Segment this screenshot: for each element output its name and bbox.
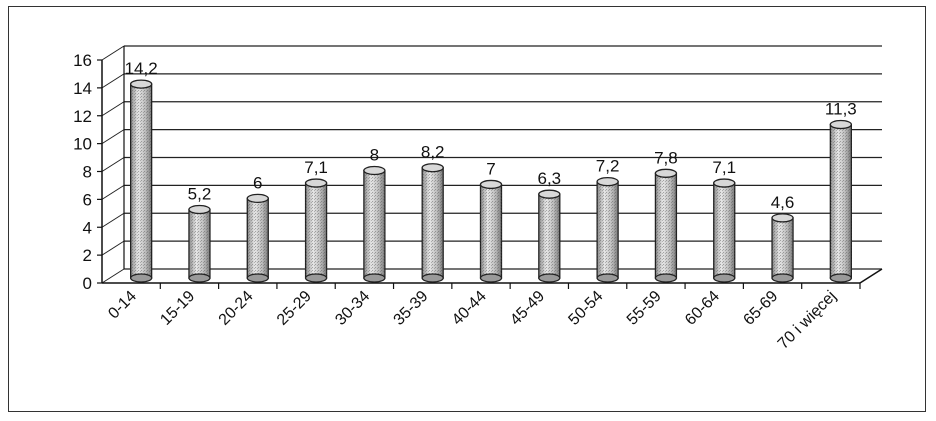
category-label: 35-39 — [391, 288, 432, 329]
data-label: 14,2 — [125, 59, 158, 78]
bar — [771, 213, 794, 283]
data-label: 5,2 — [188, 185, 212, 204]
bar — [654, 168, 678, 283]
bar — [421, 163, 444, 283]
bar — [246, 193, 269, 283]
data-label: 4,6 — [771, 193, 795, 212]
category-label: 20-24 — [216, 288, 257, 329]
gridline-diagonal — [101, 73, 125, 89]
category-label: 70 i więcej — [775, 288, 840, 353]
gridline-diagonal — [101, 45, 125, 61]
bar — [829, 119, 852, 283]
gridline-diagonal — [101, 101, 125, 117]
category-label: 55-59 — [624, 288, 665, 329]
bar — [304, 178, 328, 283]
data-label: 8,2 — [421, 143, 445, 162]
gridline-diagonal — [101, 268, 125, 284]
bar — [713, 178, 736, 283]
gridline-diagonal — [101, 212, 125, 228]
category-label: 0-14 — [105, 288, 140, 323]
category-label: 65-69 — [740, 288, 781, 329]
bar — [188, 204, 211, 283]
category-label: 40-44 — [449, 288, 490, 329]
gridline-diagonal — [101, 240, 125, 256]
y-tick-label: 2 — [83, 246, 92, 265]
y-tick-label: 8 — [83, 163, 92, 182]
data-label: 7,8 — [654, 148, 678, 167]
y-tick-label: 10 — [73, 135, 92, 154]
data-label: 7,2 — [596, 157, 620, 176]
axes — [97, 46, 883, 289]
category-label: 25-29 — [274, 288, 315, 329]
data-label: 7,1 — [712, 158, 736, 177]
bar — [479, 179, 503, 283]
data-label: 11,3 — [825, 100, 857, 119]
gridline-diagonal — [101, 129, 125, 145]
labels: 0 2 4 6 8 10 12 14 16 14,2 0-14 5,2 15-19 6 20-24 7,1 25… — [73, 51, 857, 353]
category-label: 30-34 — [332, 288, 373, 329]
category-label: 60-64 — [682, 288, 723, 329]
gridline-diagonal — [101, 184, 125, 200]
data-label: 8 — [370, 146, 379, 165]
bar — [363, 165, 386, 283]
y-tick-label: 6 — [83, 190, 92, 209]
category-label: 15-19 — [157, 288, 198, 329]
bars — [130, 79, 852, 283]
category-label: 50-54 — [565, 288, 606, 329]
y-tick-label: 4 — [83, 218, 92, 237]
category-label: 45-49 — [507, 288, 548, 329]
data-label: 6,3 — [537, 169, 561, 188]
y-tick-label: 12 — [73, 107, 92, 126]
gridline-diagonal — [101, 157, 125, 172]
y-tick-label: 0 — [83, 274, 92, 293]
bar — [538, 189, 561, 283]
y-tick-label: 14 — [73, 79, 92, 98]
floor-edge — [859, 268, 883, 284]
data-label: 7,1 — [304, 158, 328, 177]
bar — [130, 79, 153, 283]
data-label: 6 — [253, 173, 262, 192]
bar — [596, 176, 619, 283]
data-label: 7 — [486, 159, 495, 178]
y-tick-label: 16 — [73, 51, 92, 70]
